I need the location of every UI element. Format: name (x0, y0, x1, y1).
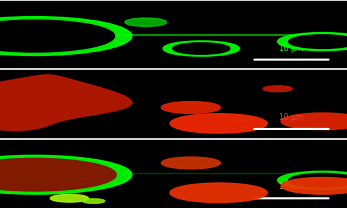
Circle shape (161, 102, 220, 113)
Circle shape (50, 194, 88, 202)
Circle shape (289, 35, 347, 48)
Circle shape (173, 43, 230, 54)
Text: 10 μm: 10 μm (279, 182, 304, 191)
Circle shape (0, 17, 132, 56)
Circle shape (83, 199, 105, 203)
Circle shape (278, 33, 347, 51)
Circle shape (0, 20, 115, 52)
Circle shape (281, 113, 347, 130)
Circle shape (278, 171, 347, 189)
Circle shape (163, 41, 239, 56)
Circle shape (0, 155, 132, 194)
Circle shape (289, 173, 347, 187)
Circle shape (281, 177, 347, 194)
Circle shape (0, 158, 116, 191)
Circle shape (263, 86, 292, 92)
Circle shape (170, 114, 267, 133)
Circle shape (170, 183, 267, 202)
Text: 10 μm: 10 μm (279, 44, 304, 53)
Circle shape (161, 157, 220, 169)
Polygon shape (0, 75, 132, 130)
Text: 10 μm: 10 μm (279, 113, 304, 122)
Circle shape (125, 18, 167, 26)
